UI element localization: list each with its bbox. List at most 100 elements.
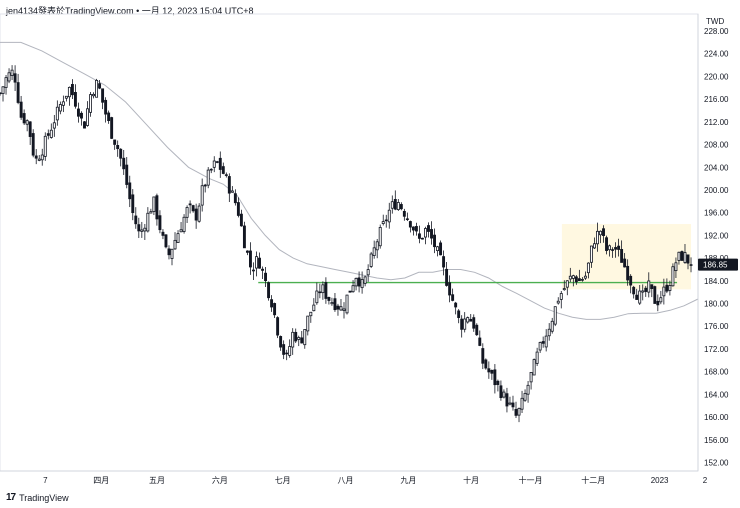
time-tick-label: 7 <box>43 476 48 485</box>
candle <box>170 248 174 266</box>
candle <box>541 336 545 348</box>
candle <box>617 238 621 257</box>
price-tick-label: 228.00 <box>704 27 729 36</box>
candle <box>656 294 660 312</box>
candle <box>484 358 488 370</box>
candle <box>122 149 126 175</box>
candle <box>7 68 11 84</box>
candle <box>161 229 165 240</box>
price-tick-label: 188.00 <box>704 254 729 263</box>
candle <box>421 237 424 240</box>
candle <box>457 309 461 324</box>
candle <box>408 220 412 233</box>
candle <box>116 140 120 157</box>
candle <box>258 252 261 269</box>
candle <box>4 75 8 95</box>
candle <box>375 238 379 259</box>
price-tick-label: 152.00 <box>704 458 729 467</box>
time-tick-label: 五月 <box>149 476 165 485</box>
candle <box>25 119 29 132</box>
candle <box>203 183 207 193</box>
candle <box>252 262 255 280</box>
candle <box>638 284 642 305</box>
candle <box>336 303 340 316</box>
price-tick-label: 164.00 <box>704 390 729 399</box>
candle <box>140 221 144 238</box>
candle <box>22 109 26 126</box>
price-axis[interactable]: 152.00 156.00 160.00 164.00 168.00 172.00 176.… <box>697 14 729 471</box>
price-tick-label: 156.00 <box>704 436 729 445</box>
candlestick-chart[interactable]: 152.00 156.00 160.00 164.00 168.00 172.00 176.… <box>0 0 740 486</box>
candle <box>357 271 361 293</box>
candle <box>632 285 636 299</box>
candle <box>52 114 56 137</box>
price-tick-label: 168.00 <box>704 368 729 377</box>
candle <box>454 301 458 315</box>
price-tick-label: 224.00 <box>704 50 729 59</box>
candle <box>267 281 271 301</box>
candle <box>288 339 292 358</box>
candle <box>466 316 470 324</box>
candle <box>620 240 624 263</box>
candle <box>155 193 159 226</box>
candle <box>650 284 654 298</box>
candle <box>430 221 433 245</box>
candle <box>143 223 147 240</box>
candle <box>128 175 132 208</box>
candle <box>659 290 663 305</box>
candle <box>586 262 590 279</box>
price-tick-label: 216.00 <box>704 95 729 104</box>
candle <box>249 242 252 275</box>
candle <box>152 196 156 216</box>
tradingview-logo-icon: 17 <box>6 492 16 503</box>
candle <box>16 73 20 105</box>
candle <box>487 361 491 379</box>
candle <box>176 230 180 243</box>
candle <box>255 251 258 277</box>
candle <box>424 226 427 245</box>
candle <box>532 358 536 376</box>
price-tick-label: 184.00 <box>704 277 729 286</box>
candle <box>164 234 168 249</box>
last-price-tag <box>698 258 738 271</box>
candle <box>635 288 639 300</box>
candle <box>239 209 243 227</box>
time-axis[interactable]: 7 四月 五月 六月 七月 八月 九月 十月 十一月 十二月 2023 2 <box>0 470 708 485</box>
candle <box>282 340 286 360</box>
candle <box>674 257 678 279</box>
candle <box>49 123 53 139</box>
candle <box>589 245 593 268</box>
candle <box>463 312 467 333</box>
candle <box>514 401 518 419</box>
candle <box>300 330 304 344</box>
candle <box>185 205 189 224</box>
candle <box>553 306 557 327</box>
candle <box>276 316 280 339</box>
candle <box>448 275 452 303</box>
footer[interactable]: 17 TradingView <box>6 492 69 503</box>
time-tick-label: 九月 <box>400 476 416 485</box>
candle <box>173 232 177 250</box>
candle <box>40 148 44 166</box>
candle <box>306 315 310 336</box>
candle <box>653 285 657 304</box>
time-tick-label: 十二月 <box>581 475 605 485</box>
candle <box>95 78 99 98</box>
candle <box>146 207 150 233</box>
candle <box>378 224 382 249</box>
candle <box>188 200 192 214</box>
candle <box>67 86 71 106</box>
candle <box>668 280 672 296</box>
candle <box>662 278 666 305</box>
price-tick-label: 204.00 <box>704 163 729 172</box>
candle <box>580 277 584 282</box>
candles <box>0 65 693 423</box>
candle <box>227 173 231 203</box>
candle <box>472 314 476 332</box>
price-tick-label: 212.00 <box>704 118 729 127</box>
candle <box>387 202 391 229</box>
candle <box>34 149 38 165</box>
price-tick-label: 172.00 <box>704 345 729 354</box>
candle <box>629 274 633 294</box>
candle <box>577 269 581 282</box>
